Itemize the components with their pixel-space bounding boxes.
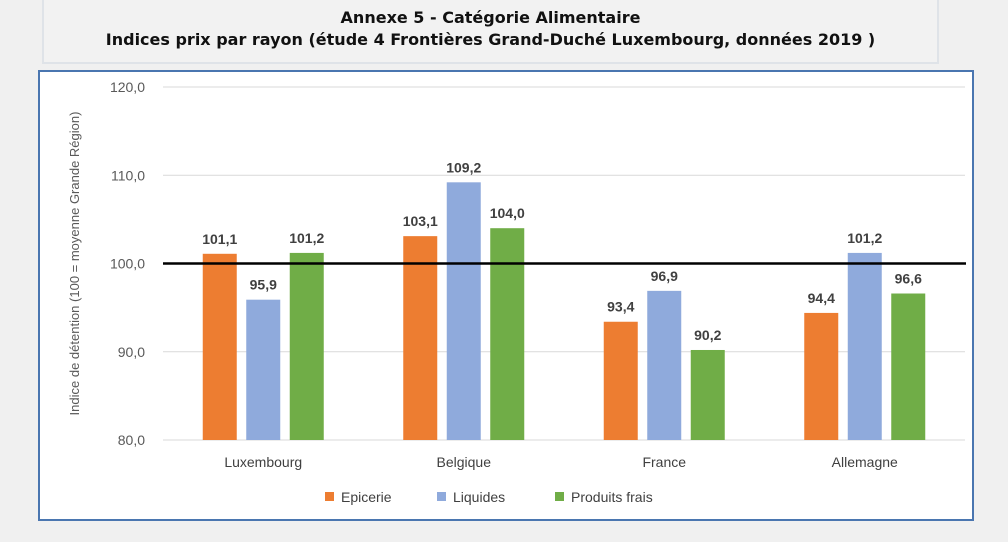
data-label: 93,4 bbox=[607, 299, 634, 315]
title-box: Annexe 5 - Catégorie Alimentaire Indices… bbox=[42, 0, 939, 64]
data-label: 95,9 bbox=[250, 277, 277, 293]
data-label: 103,1 bbox=[403, 213, 438, 229]
bar-produits-frais bbox=[490, 228, 525, 440]
y-tick-label: 90,0 bbox=[118, 344, 145, 360]
title-line-1: Annexe 5 - Catégorie Alimentaire bbox=[340, 8, 641, 27]
legend-label: Liquides bbox=[453, 489, 505, 505]
chart-container: 80,0 90,0 100,0 110,0 120,0 101,1 95,9 101,2 Lux… bbox=[38, 70, 974, 521]
bar-epicerie bbox=[603, 321, 638, 440]
bar-liquides bbox=[647, 290, 682, 440]
legend-label: Produits frais bbox=[571, 489, 653, 505]
data-label: 104,0 bbox=[490, 205, 525, 221]
y-tick-label: 100,0 bbox=[110, 256, 145, 272]
bar-epicerie bbox=[403, 236, 438, 440]
y-tick-label: 80,0 bbox=[118, 432, 145, 448]
x-category-label: Belgique bbox=[437, 454, 492, 470]
bar-liquides bbox=[446, 182, 481, 440]
y-tick-label: 110,0 bbox=[111, 167, 145, 183]
data-label: 109,2 bbox=[446, 159, 481, 175]
legend-label: Epicerie bbox=[341, 489, 392, 505]
data-label: 101,2 bbox=[847, 230, 882, 246]
legend-swatch bbox=[555, 492, 564, 501]
y-tick-label: 120,0 bbox=[110, 79, 145, 95]
bar-liquides bbox=[847, 252, 882, 440]
data-label: 101,2 bbox=[289, 230, 324, 246]
data-label: 101,1 bbox=[202, 231, 237, 247]
title-line-2: Indices prix par rayon (étude 4 Frontièr… bbox=[105, 30, 876, 49]
data-label: 94,4 bbox=[808, 290, 835, 306]
data-label: 96,9 bbox=[651, 268, 678, 284]
bar-epicerie bbox=[202, 253, 237, 440]
x-category-label: Allemagne bbox=[832, 454, 898, 470]
legend-swatch bbox=[437, 492, 446, 501]
bar-produits-frais bbox=[690, 349, 725, 440]
x-category-label: Luxembourg bbox=[224, 454, 302, 470]
bar-produits-frais bbox=[289, 252, 324, 440]
bar-epicerie bbox=[804, 312, 839, 440]
bar-produits-frais bbox=[891, 293, 926, 440]
x-category-label: France bbox=[642, 454, 686, 470]
data-label: 96,6 bbox=[895, 271, 922, 287]
data-label: 90,2 bbox=[694, 327, 721, 343]
bar-chart: 80,0 90,0 100,0 110,0 120,0 101,1 95,9 101,2 Lux… bbox=[67, 79, 966, 505]
legend-swatch bbox=[325, 492, 334, 501]
y-axis-title: Indice de détention (100 = moyenne Grand… bbox=[67, 112, 82, 416]
bar-liquides bbox=[246, 299, 281, 440]
